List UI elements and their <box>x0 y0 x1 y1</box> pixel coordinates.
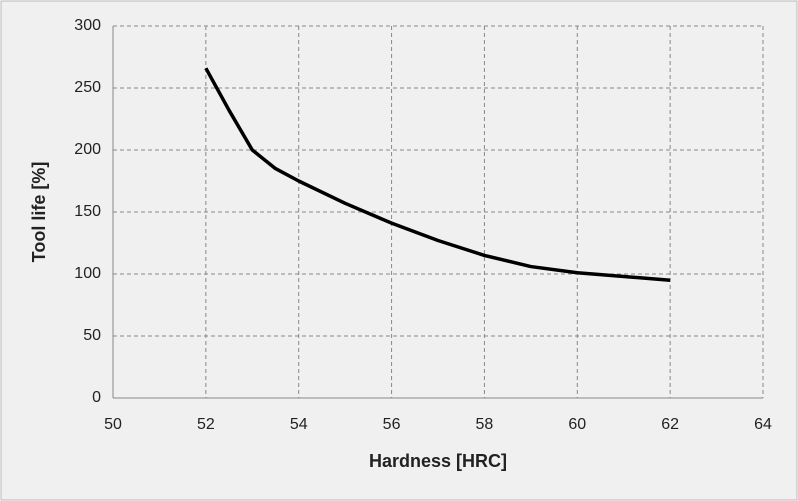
x-tick-label: 64 <box>754 416 772 433</box>
y-tick-label: 150 <box>74 203 101 220</box>
y-axis-title: Tool life [%] <box>29 162 49 263</box>
x-tick-label: 60 <box>568 416 586 433</box>
x-tick-label: 58 <box>476 416 494 433</box>
line <box>204 67 671 282</box>
y-tick-label: 250 <box>74 79 101 96</box>
x-tick-label: 54 <box>290 416 308 433</box>
y-tick-label: 50 <box>83 327 101 344</box>
y-tick-label: 300 <box>74 17 101 34</box>
x-tick-label: 62 <box>661 416 679 433</box>
y-tick-label: 0 <box>92 389 101 406</box>
x-axis-title: Hardness [HRC] <box>369 451 507 471</box>
x-tick-label: 56 <box>383 416 401 433</box>
y-tick-label: 100 <box>74 265 101 282</box>
x-tick-label: 52 <box>197 416 215 433</box>
x-tick-label: 50 <box>104 416 122 433</box>
y-tick-label: 200 <box>74 141 101 158</box>
